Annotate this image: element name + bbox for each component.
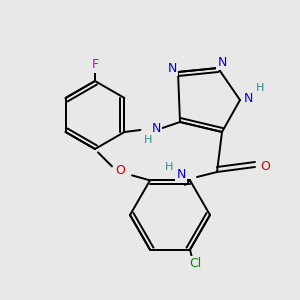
Text: F: F (92, 58, 99, 71)
Text: N: N (243, 92, 253, 104)
Text: N: N (176, 169, 186, 182)
Text: Cl: Cl (189, 257, 201, 270)
Text: N: N (217, 56, 227, 68)
Text: H: H (165, 162, 173, 172)
Text: H: H (256, 83, 264, 93)
Text: O: O (260, 160, 270, 173)
Text: N: N (152, 122, 161, 134)
Text: O: O (115, 164, 125, 177)
Text: N: N (167, 61, 177, 74)
Text: H: H (144, 135, 153, 145)
